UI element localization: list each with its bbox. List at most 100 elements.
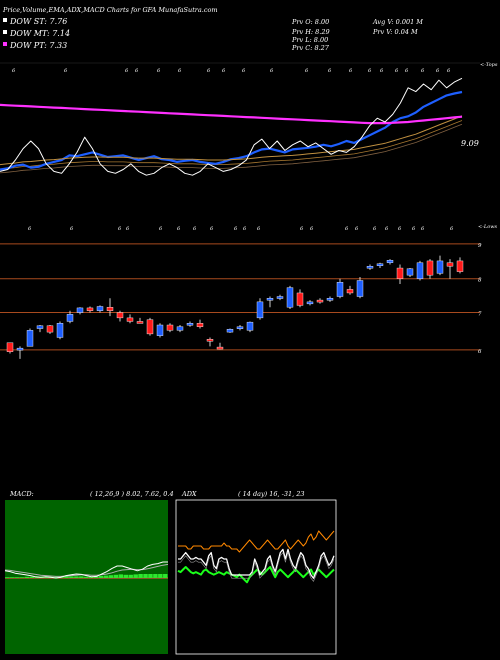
candle-body-8 (86, 307, 94, 311)
ema-corner-label: <-Tops (480, 62, 498, 68)
macd-hist-bar-18 (93, 576, 99, 578)
macd-title: MACD: (9, 490, 34, 498)
macd-hist-bar-30 (153, 574, 158, 578)
macd-hist-bar-29 (148, 574, 153, 578)
prev-low: Prv L: 8.00 (291, 36, 328, 44)
candle-body-42 (426, 260, 434, 276)
adx-panel: ADX ( 14 day) 16, -31, 23 (175, 490, 337, 655)
adx-minus-di-line (178, 530, 335, 553)
candle-tick-16: 6 (385, 226, 389, 232)
dow-mt-swatch (3, 30, 7, 34)
candle-body-44 (446, 262, 454, 267)
candle-tick-20: 6 (450, 226, 454, 232)
adx-title: ADX (181, 490, 197, 498)
adx-params: ( 14 day) 16, -31, 23 (238, 490, 305, 498)
adx-line-shadow (178, 552, 335, 582)
macd-hist-bar-28 (143, 574, 148, 578)
candle-body-27 (276, 296, 284, 299)
macd-lines (4, 561, 169, 579)
macd-hist-bar-0 (5, 577, 10, 578)
macd-hist-bar-13 (69, 576, 74, 578)
macd-params: ( 12,26,9 ) 8.02, 7.62, 0.4 (90, 490, 174, 498)
candle-body-36 (366, 266, 374, 269)
ema-tick-2: 6 (125, 68, 129, 74)
macd-hist-bar-17 (88, 576, 94, 578)
candle-body-10 (106, 307, 114, 311)
candle-corner-label: <-Lows (478, 224, 497, 230)
candle-body-21 (216, 346, 224, 350)
candle-tick-19: 6 (421, 226, 425, 232)
prev-close: Prv C: 8.27 (291, 44, 330, 52)
macd-hist-bar-19 (98, 576, 104, 578)
macd-panel: MACD: ( 12,26,9 ) 8.02, 7.62, 0.4 (4, 490, 174, 654)
candle-tick-4: 6 (159, 226, 163, 232)
candles (6, 255, 464, 359)
dow-pt-label: DOW PT: 7.33 (9, 41, 67, 50)
candle-body-2 (26, 330, 34, 347)
ema-tick-4: 6 (157, 68, 161, 74)
candle-body-18 (186, 323, 194, 326)
dow-st-swatch (3, 18, 7, 22)
candle-body-45 (456, 260, 464, 272)
avg-volume: Avg V: 0.001 M (372, 18, 423, 26)
ema-tick-18: 6 (436, 68, 440, 74)
ema-tick-1: 6 (64, 68, 68, 74)
candle-tick-2: 6 (118, 226, 122, 232)
candle-tick-3: 6 (126, 226, 130, 232)
macd-hist-bar-25 (128, 574, 133, 578)
ema-tick-16: 6 (405, 68, 409, 74)
candle-body-19 (196, 323, 204, 327)
ema-tick-19: 6 (447, 68, 451, 74)
ema-price-label: 9.09 (461, 139, 479, 148)
candle-body-14 (146, 319, 154, 335)
ema-mid-line (0, 115, 463, 166)
macd-hist-bar-16 (84, 576, 89, 578)
macd-hist-bar-15 (79, 576, 84, 578)
ema-tick-3: 6 (135, 68, 139, 74)
macd-hist-bar-14 (74, 576, 79, 578)
dow-mt-label: DOW MT: 7.14 (9, 29, 70, 38)
candle-body-20 (206, 339, 214, 342)
candle-tick-13: 6 (345, 226, 349, 232)
macd-hist-bar-22 (113, 574, 119, 578)
candle-body-31 (316, 299, 324, 303)
macd-hist-bar-24 (123, 574, 128, 578)
macd-hist-bar-32 (163, 574, 168, 578)
candle-body-12 (126, 317, 134, 322)
price-level-label-1: 8 (478, 278, 482, 284)
candle-body-35 (356, 280, 364, 297)
candle-body-23 (236, 326, 244, 329)
chart-title: Price,Volume,EMA,ADX,MACD Charts for GFA… (2, 6, 218, 14)
candle-body-5 (56, 323, 64, 338)
candle-tick-1: 6 (70, 226, 74, 232)
macd-hist-bar-21 (108, 575, 114, 578)
candle-body-3 (36, 325, 44, 329)
ema-slow-line (0, 103, 463, 125)
candle-body-24 (246, 321, 254, 331)
candle-tick-15: 6 (373, 226, 377, 232)
candle-body-17 (176, 326, 184, 331)
candle-tick-17: 6 (398, 226, 402, 232)
ema-tick-13: 6 (368, 68, 372, 74)
ema-tick-12: 6 (349, 68, 353, 74)
candle-body-15 (156, 324, 164, 336)
candle-body-33 (336, 282, 344, 297)
macd-hist-bar-8 (44, 576, 49, 578)
ema-lines (0, 77, 463, 176)
candle-body-29 (296, 292, 304, 306)
candle-tick-5: 6 (177, 226, 181, 232)
prev-open: Prv O: 8.00 (291, 18, 329, 26)
ema-tick-15: 6 (395, 68, 399, 74)
candle-body-1 (16, 347, 24, 351)
candle-tick-12: 6 (310, 226, 314, 232)
macd-hist-bar-2 (14, 577, 20, 578)
candle-tick-6: 6 (193, 226, 197, 232)
macd-hist-bar-31 (158, 574, 163, 578)
macd-hist-bar-27 (138, 574, 143, 578)
macd-histogram (5, 574, 168, 578)
prev-high: Prv H: 8.29 (291, 28, 330, 36)
